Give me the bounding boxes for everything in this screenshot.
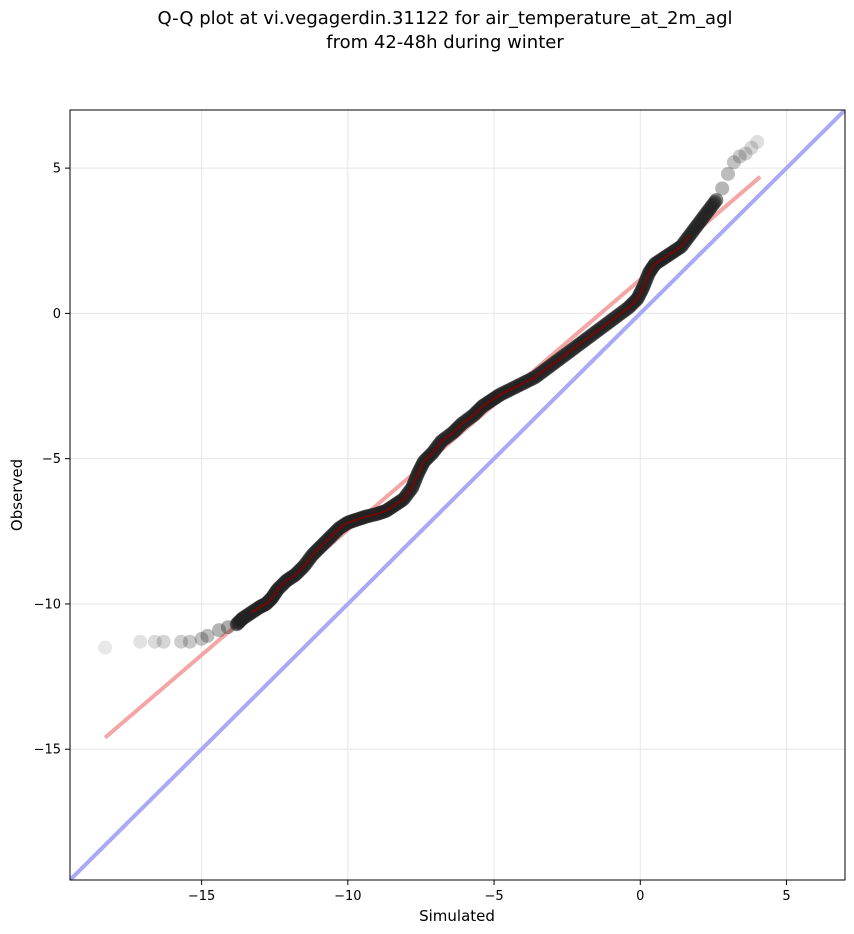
y-axis-label: Observed <box>8 459 26 531</box>
qq-point <box>212 623 227 638</box>
y-tick-label: −10 <box>34 597 61 612</box>
grid <box>70 110 845 880</box>
x-tick-label: 5 <box>782 889 790 904</box>
plot-series <box>70 110 845 880</box>
chart-title: Q-Q plot at vi.vegagerdin.31122 for air_… <box>157 8 733 29</box>
identity-line <box>70 110 845 880</box>
y-tick-label: −15 <box>34 743 61 758</box>
x-tick-label: −15 <box>188 889 215 904</box>
qq-point <box>732 149 747 164</box>
qq-point <box>709 193 724 208</box>
qq-point <box>147 634 162 649</box>
qq-point <box>721 166 736 181</box>
qq-point <box>738 146 753 161</box>
qq-point <box>200 628 215 643</box>
y-tick-label: 5 <box>53 162 61 177</box>
qq-point <box>133 634 148 649</box>
chart-subtitle: from 42-48h during winter <box>326 32 564 53</box>
y-tick-label: −5 <box>42 452 61 467</box>
x-tick-label: −5 <box>484 889 503 904</box>
plot-frame <box>69 109 846 881</box>
qq-point <box>715 181 730 196</box>
qq-point <box>98 640 113 655</box>
y-tick-label: 0 <box>53 307 61 322</box>
qq-point <box>194 631 209 646</box>
axis-ticks: −15 −10 −5 0 5 −15 −10 −5 0 5 <box>34 162 791 904</box>
qq-point <box>744 140 759 155</box>
qq-point <box>182 634 197 649</box>
dense-trace <box>250 234 691 614</box>
x-tick-label: −10 <box>334 889 361 904</box>
qq-point <box>726 155 741 170</box>
x-axis-label: Simulated <box>419 907 495 925</box>
qq-point <box>174 634 189 649</box>
qq-point <box>750 134 765 149</box>
qq-point <box>156 634 171 649</box>
x-tick-label: 0 <box>636 889 644 904</box>
